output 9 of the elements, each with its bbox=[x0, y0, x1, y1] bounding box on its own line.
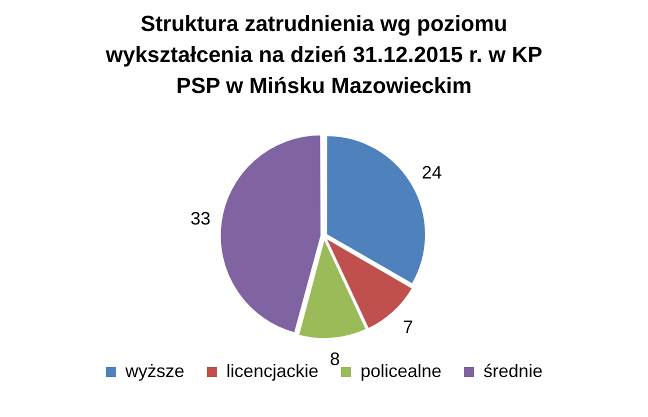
data-label: 33 bbox=[190, 208, 211, 229]
legend-label: licencjackie bbox=[226, 360, 318, 381]
data-label: 8 bbox=[330, 348, 340, 369]
data-label: 24 bbox=[422, 162, 442, 183]
chart-title: Struktura zatrudnienia wg poziomu wykształcenia na dzień 31.12.2015 r. w KP PSP w Mińsku Mazowieckim bbox=[104, 10, 544, 100]
data-label: 7 bbox=[403, 316, 414, 337]
legend-label: policealne bbox=[360, 360, 442, 381]
legend-label: średnie bbox=[484, 360, 543, 381]
legend-label: wyższe bbox=[124, 360, 184, 381]
